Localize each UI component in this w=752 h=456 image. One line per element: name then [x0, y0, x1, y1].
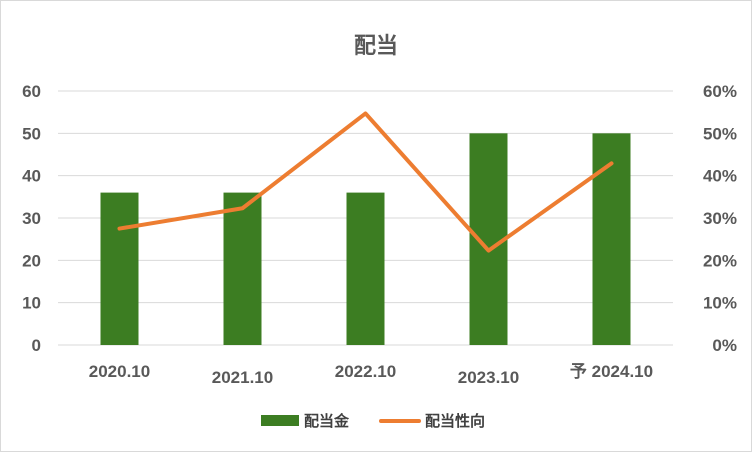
left-tick-label: 50 — [22, 124, 41, 143]
left-tick-label: 30 — [22, 209, 41, 228]
bar — [347, 193, 385, 345]
left-tick-label: 20 — [22, 251, 41, 270]
right-tick-label: 30% — [703, 209, 737, 228]
left-tick-label: 0 — [32, 336, 41, 355]
right-tick-label: 20% — [703, 251, 737, 270]
left-axis-ticks: 0 10 20 30 40 50 60 — [22, 82, 41, 355]
right-tick-label: 0% — [712, 336, 737, 355]
left-tick-label: 10 — [22, 294, 41, 313]
legend-swatch-bar — [261, 415, 299, 426]
x-tick-label: 2023.10 — [458, 368, 519, 387]
legend: 配当金 配当性向 — [261, 412, 485, 430]
left-tick-label: 40 — [22, 167, 41, 186]
right-tick-label: 60% — [703, 82, 737, 101]
chart-title: 配当 — [354, 33, 398, 58]
left-tick-label: 60 — [22, 82, 41, 101]
x-tick-label: 予 2024.10 — [570, 362, 653, 381]
right-tick-label: 40% — [703, 167, 737, 186]
x-tick-label: 2020.10 — [89, 362, 150, 381]
x-tick-label: 2022.10 — [335, 362, 396, 381]
bar-series — [101, 133, 631, 345]
right-tick-label: 10% — [703, 294, 737, 313]
x-axis-ticks: 2020.10 2021.10 2022.10 2023.10 予 2024.10 — [89, 362, 653, 387]
x-tick-label: 2021.10 — [212, 368, 273, 387]
right-axis-ticks: 0% 10% 20% 30% 40% 50% 60% — [703, 82, 737, 355]
right-tick-label: 50% — [703, 124, 737, 143]
bar — [224, 193, 262, 345]
legend-label-bar: 配当金 — [304, 412, 350, 430]
bar — [101, 193, 139, 345]
legend-label-line: 配当性向 — [425, 412, 485, 430]
